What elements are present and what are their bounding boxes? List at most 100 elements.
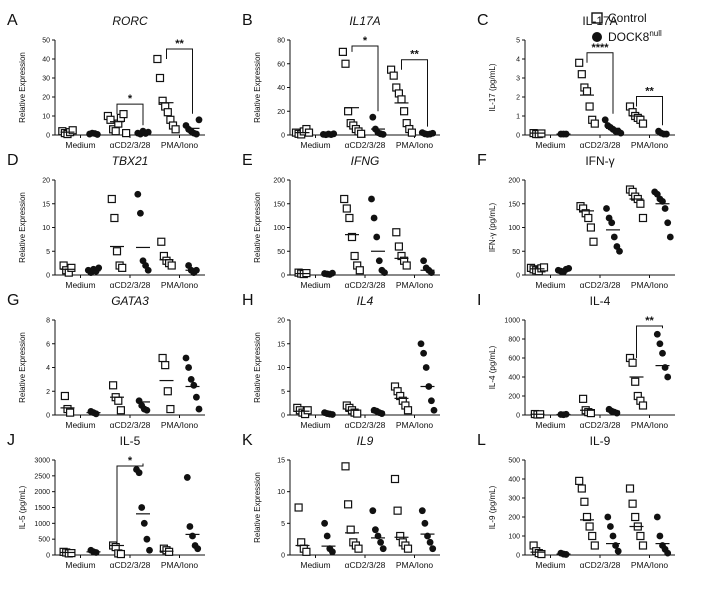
y-tick-label: 0 — [46, 413, 50, 420]
y-tick-label: 20 — [277, 109, 285, 116]
dock8-point — [430, 406, 438, 414]
control-point — [166, 404, 175, 414]
control-point — [116, 406, 126, 415]
control-point — [67, 263, 76, 272]
control-point — [625, 484, 635, 493]
x-tick-label: PMA/Iono — [396, 280, 434, 290]
control-point — [114, 396, 123, 405]
control-point — [402, 261, 411, 270]
x-tick-label: Medium — [65, 280, 95, 290]
panel-letter: F — [477, 152, 487, 169]
dock8-point — [134, 190, 142, 198]
dock8-point — [656, 532, 664, 540]
panel-title: IL9 — [357, 434, 374, 448]
control-point — [636, 531, 645, 541]
control-point — [638, 541, 648, 550]
control-point — [163, 108, 172, 117]
control-point — [108, 381, 118, 390]
control-point — [116, 549, 126, 559]
control-point — [119, 109, 128, 119]
x-tick-label: αCD2/3/28 — [345, 140, 386, 150]
y-tick-label: 50 — [42, 38, 50, 45]
legend-dock8-sup: null — [649, 29, 662, 38]
y-tick-label: 40 — [277, 85, 285, 92]
x-tick-label: PMA/Iono — [396, 140, 434, 150]
control-point — [628, 358, 637, 367]
y-tick-label: 20 — [42, 178, 50, 185]
y-tick-label: 150 — [273, 201, 285, 208]
control-point — [107, 194, 116, 204]
control-point — [638, 119, 648, 128]
dock8-point — [144, 128, 152, 136]
control-point — [155, 73, 165, 83]
control-point — [341, 59, 350, 68]
significance-bracket — [636, 96, 663, 126]
y-tick-label: 50 — [277, 249, 285, 256]
y-tick-label: 0 — [516, 413, 520, 420]
y-tick-label: 200 — [508, 515, 520, 522]
panel-title: IL-4 — [590, 294, 611, 308]
panel-c: C IL-17A 0 1 2 3 4 5 IL-17 (pg/mL) Medium αCD2/3/2… — [477, 12, 675, 150]
x-tick-label: αCD2/3/28 — [345, 560, 386, 570]
x-tick-label: αCD2/3/28 — [580, 560, 621, 570]
y-tick-label: 80 — [277, 38, 285, 45]
control-point — [355, 266, 364, 275]
dock8-point — [377, 538, 384, 546]
control-point — [110, 213, 119, 223]
panel-k: K IL9 0 5 10 15 Relative Expression Medium αCD2/… — [242, 432, 440, 570]
dock8-point — [420, 349, 427, 357]
dock8-point — [426, 538, 434, 546]
dock8-point — [144, 266, 152, 274]
dock8-point — [137, 209, 144, 217]
dock8-point — [369, 507, 377, 515]
dock8-point — [92, 410, 100, 418]
panel-g: G GATA3 0 2 4 6 8 Relative Expression Medium αCD2… — [7, 292, 205, 430]
control-point — [342, 204, 351, 213]
y-tick-label: 4 — [516, 57, 520, 64]
control-point — [118, 263, 127, 272]
control-point — [392, 228, 401, 237]
panel-letter: B — [242, 12, 253, 29]
control-point — [112, 247, 122, 256]
control-point — [340, 194, 349, 204]
y-tick-label: 8 — [46, 318, 50, 325]
panel-title: IL4 — [357, 294, 374, 308]
control-point — [167, 261, 176, 270]
x-tick-label: PMA/Iono — [631, 140, 669, 150]
dock8-point — [663, 130, 670, 138]
y-tick-label: 1000 — [34, 521, 50, 528]
control-point — [397, 95, 406, 104]
y-tick-label: 0 — [516, 273, 520, 280]
x-tick-label: Medium — [300, 560, 330, 570]
dock8-point — [189, 532, 196, 540]
dock8-point — [140, 519, 148, 527]
dock8-point — [375, 257, 383, 265]
y-tick-label: 0 — [516, 133, 520, 140]
y-tick-label: 150 — [508, 201, 520, 208]
legend-control-marker — [591, 12, 603, 24]
dock8-point — [616, 247, 623, 255]
dock8-point — [94, 131, 101, 138]
panel-letter: J — [7, 432, 15, 449]
control-point — [161, 361, 170, 370]
dock8-point — [420, 257, 427, 265]
y-tick-label: 600 — [508, 356, 520, 363]
y-axis-label: Relative Expression — [253, 192, 262, 263]
significance-label: ** — [175, 38, 184, 50]
control-point — [631, 377, 640, 386]
dock8-point — [607, 523, 614, 530]
dock8-point — [418, 507, 426, 515]
y-tick-label: 15 — [42, 201, 50, 208]
x-tick-label: αCD2/3/28 — [580, 280, 621, 290]
panel-l: L IL-9 0 100 200 300 400 500 IL-9 (pg/mL) Medium α… — [477, 432, 675, 570]
control-point — [400, 107, 409, 116]
y-tick-label: 20 — [277, 318, 285, 325]
control-point — [353, 409, 362, 418]
y-tick-label: 0 — [281, 413, 285, 420]
x-tick-label: PMA/Iono — [161, 280, 199, 290]
dock8-point — [190, 381, 198, 389]
dock8-point — [183, 474, 191, 481]
y-tick-label: 10 — [277, 365, 285, 372]
significance-bracket — [586, 52, 614, 114]
